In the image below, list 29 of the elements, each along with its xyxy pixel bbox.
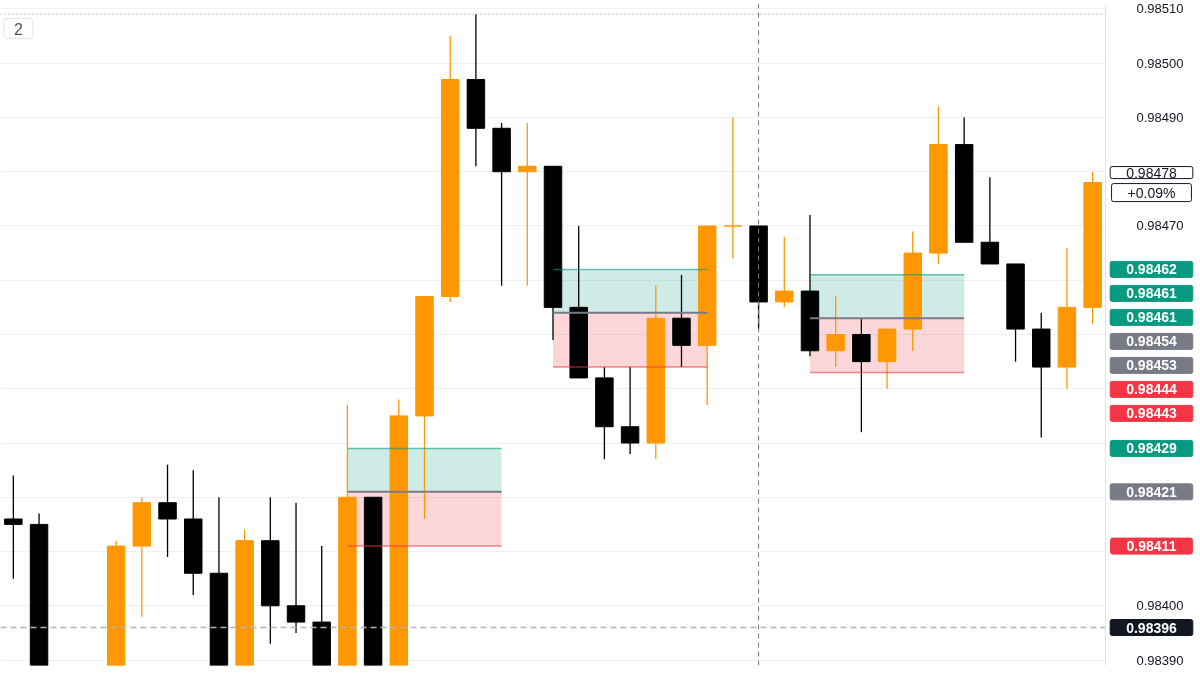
text: 0.98453: [1126, 357, 1178, 374]
y-tick-label: 0.98470: [1136, 218, 1184, 234]
candlestick: [826, 295, 845, 368]
text: +0.09%: [1127, 184, 1176, 201]
candlestick: [286, 502, 306, 634]
candlestick: [775, 236, 794, 309]
text: 0.98444: [1126, 381, 1178, 398]
ref-line-label: 0.98396: [1126, 619, 1178, 636]
y-tick-label: 0.98400: [1136, 598, 1184, 614]
text: 0.98454: [1126, 333, 1178, 350]
y-tick-label: 0.98490: [1136, 109, 1184, 125]
candlestick: [158, 464, 177, 558]
text: 0.98461: [1126, 285, 1178, 302]
candlestick: [620, 366, 640, 455]
candlestick: [518, 122, 537, 287]
candlestick: [4, 474, 23, 580]
candlestick: [723, 116, 743, 260]
text: 0.98411: [1126, 538, 1177, 555]
y-tick-label: 0.98510: [1136, 1, 1184, 17]
text: 0.98461: [1126, 309, 1178, 326]
text: 0.98462: [1126, 261, 1178, 278]
candlestick: [980, 176, 1000, 265]
annotation: 2: [14, 20, 24, 38]
y-tick-label: 0.98500: [1136, 55, 1184, 71]
text: 0.98443: [1126, 405, 1178, 422]
text: 0.98478: [1126, 164, 1178, 181]
text: 0.98429: [1126, 440, 1178, 457]
text: 0.98421: [1126, 483, 1178, 500]
y-tick-label: 0.98390: [1136, 652, 1184, 668]
